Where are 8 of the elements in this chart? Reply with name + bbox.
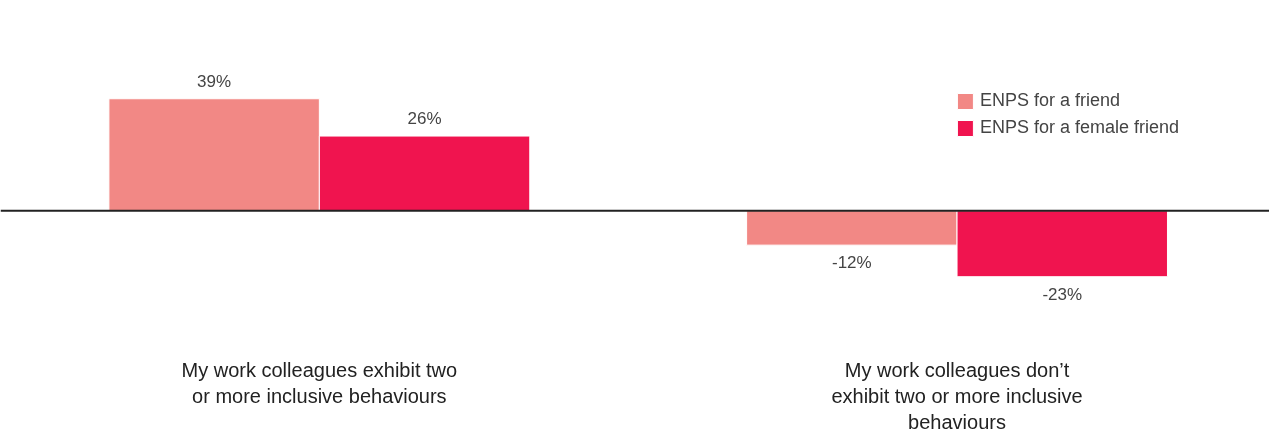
legend-label: ENPS for a female friend bbox=[979, 117, 1179, 138]
legend-label: ENPS for a friend bbox=[979, 90, 1120, 111]
x-tick-label: My work colleagues don’t exhibit two or more inclusive behaviours bbox=[831, 358, 1083, 434]
data-label: 26% bbox=[407, 109, 442, 129]
data-label: 39% bbox=[197, 71, 232, 91]
x-tick-label: My work colleagues exhibit two or more inclusive behaviours bbox=[181, 358, 458, 407]
data-label: -23% bbox=[1042, 284, 1083, 304]
data-label: -12% bbox=[831, 253, 872, 273]
